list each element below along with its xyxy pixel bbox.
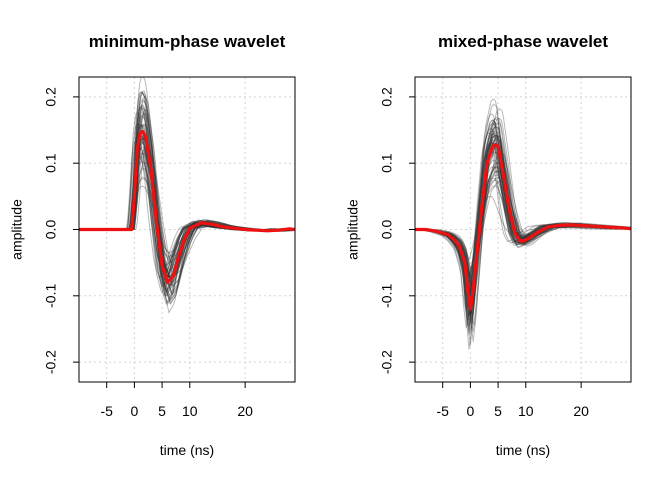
panel-2-ensemble-trace [415, 121, 631, 326]
panel-2-x-tick-label-2: 5 [494, 403, 502, 419]
panel-1-ensemble-trace [79, 108, 295, 296]
panel-1-ensemble-trace [79, 106, 295, 297]
panel-2-x-tick-label-0: -5 [436, 403, 449, 419]
panel-1-x-tick-label-4: 20 [237, 403, 253, 419]
panel-2-ensemble-trace [415, 143, 631, 306]
panel-1-ensemble-trace [79, 124, 295, 288]
panel-1-ensemble-trace [79, 112, 295, 294]
panel-1-ensemble-trace [79, 124, 295, 287]
panel-1-y-tick-label-4: 0.2 [43, 87, 59, 107]
panel-1-ensemble-trace [79, 111, 295, 294]
panel-1-ensemble-trace [79, 91, 295, 305]
panel-1-y-tick-label-3: 0.1 [43, 153, 59, 173]
panel-2-y-tick-label-0: -0.2 [379, 350, 395, 374]
panel-2-ensemble-trace [415, 119, 631, 327]
panel-1-ensemble-trace [79, 133, 295, 282]
panel-1-ensemble-trace [79, 125, 295, 286]
panel-1-y-tick-label-0: -0.2 [43, 350, 59, 374]
panel-1-ensemble-trace [79, 116, 295, 291]
panel-1-ensemble-trace [79, 90, 295, 306]
panel-2-y-tick-label-2: 0.0 [379, 220, 395, 240]
panel-1-plot-area [79, 77, 295, 314]
panel-1-ensemble-trace [79, 92, 295, 305]
panel-2-y-tick-label-1: -0.1 [379, 284, 395, 308]
panel-1-x-tick-label-0: -5 [100, 403, 113, 419]
panel-2-plot-area [415, 98, 631, 350]
panel-2-ensemble-trace [415, 195, 631, 262]
panel-1: -5 0 5 10 20 -0.2 -0.1 0.0 0.1 0.2 minimum-phase w… [9, 32, 296, 458]
panel-2-x-tick-label-3: 10 [518, 403, 534, 419]
panel-1-y-tick-label-2: 0.0 [43, 220, 59, 240]
panel-1-ensemble-trace [79, 92, 295, 304]
panel-2-y-tick-label-3: 0.1 [379, 153, 395, 173]
panel-1-title: minimum-phase wavelet [89, 32, 286, 51]
panel-1-ensemble-trace [79, 105, 295, 297]
panel-2-y-tick-label-4: 0.2 [379, 87, 395, 107]
panel-2: -5 0 5 10 20 -0.2 -0.1 0.0 0.1 0.2 mixed-phase wav… [345, 32, 632, 458]
panel-1-ensemble-trace [79, 123, 295, 288]
panel-1-ensemble-trace [79, 95, 295, 303]
panel-1-ensemble-trace [79, 112, 295, 294]
panel-2-ensemble-trace [415, 116, 631, 333]
panel-1-ensemble-trace [79, 113, 295, 294]
panel-1-ensemble-trace [79, 103, 295, 297]
panel-1-y-axis-label: amplitude [9, 199, 25, 260]
panel-2-y-axis-label: amplitude [345, 199, 361, 260]
panel-1-ensemble-trace [79, 98, 295, 300]
panel-1-ensemble-trace [79, 122, 295, 287]
panel-1-ensemble-trace [79, 134, 295, 282]
panel-2-x-axis-label: time (ns) [496, 442, 550, 458]
panel-2-ensemble-trace [415, 122, 631, 327]
panel-1-y-tick-label-1: -0.1 [43, 284, 59, 308]
panel-1-ensemble-trace [79, 114, 295, 292]
panel-1-ensemble-trace [79, 77, 295, 314]
panel-2-x-tick-label-1: 0 [466, 403, 474, 419]
panel-2-ensemble-trace [415, 185, 631, 270]
panel-1-x-tick-label-2: 5 [158, 403, 166, 419]
panel-1-ensemble-trace [79, 123, 295, 286]
panel-1-ensemble-trace [79, 100, 295, 300]
panel-2-x-tick-label-4: 20 [573, 403, 589, 419]
panel-2-title: mixed-phase wavelet [438, 32, 608, 51]
panel-1-ensemble-trace [79, 91, 295, 305]
panel-2-ensemble-trace [415, 118, 631, 330]
panel-1-x-tick-label-1: 0 [130, 403, 138, 419]
panel-1-mean-line [79, 129, 295, 285]
panel-1-x-tick-label-3: 10 [182, 403, 198, 419]
panel-1-ensemble-trace [79, 105, 295, 297]
panel-1-x-axis-label: time (ns) [160, 442, 214, 458]
panel-2-mean-line [415, 143, 631, 311]
panel-1-ensemble-trace [79, 109, 295, 295]
panel-1-ensemble-trace [79, 123, 295, 287]
